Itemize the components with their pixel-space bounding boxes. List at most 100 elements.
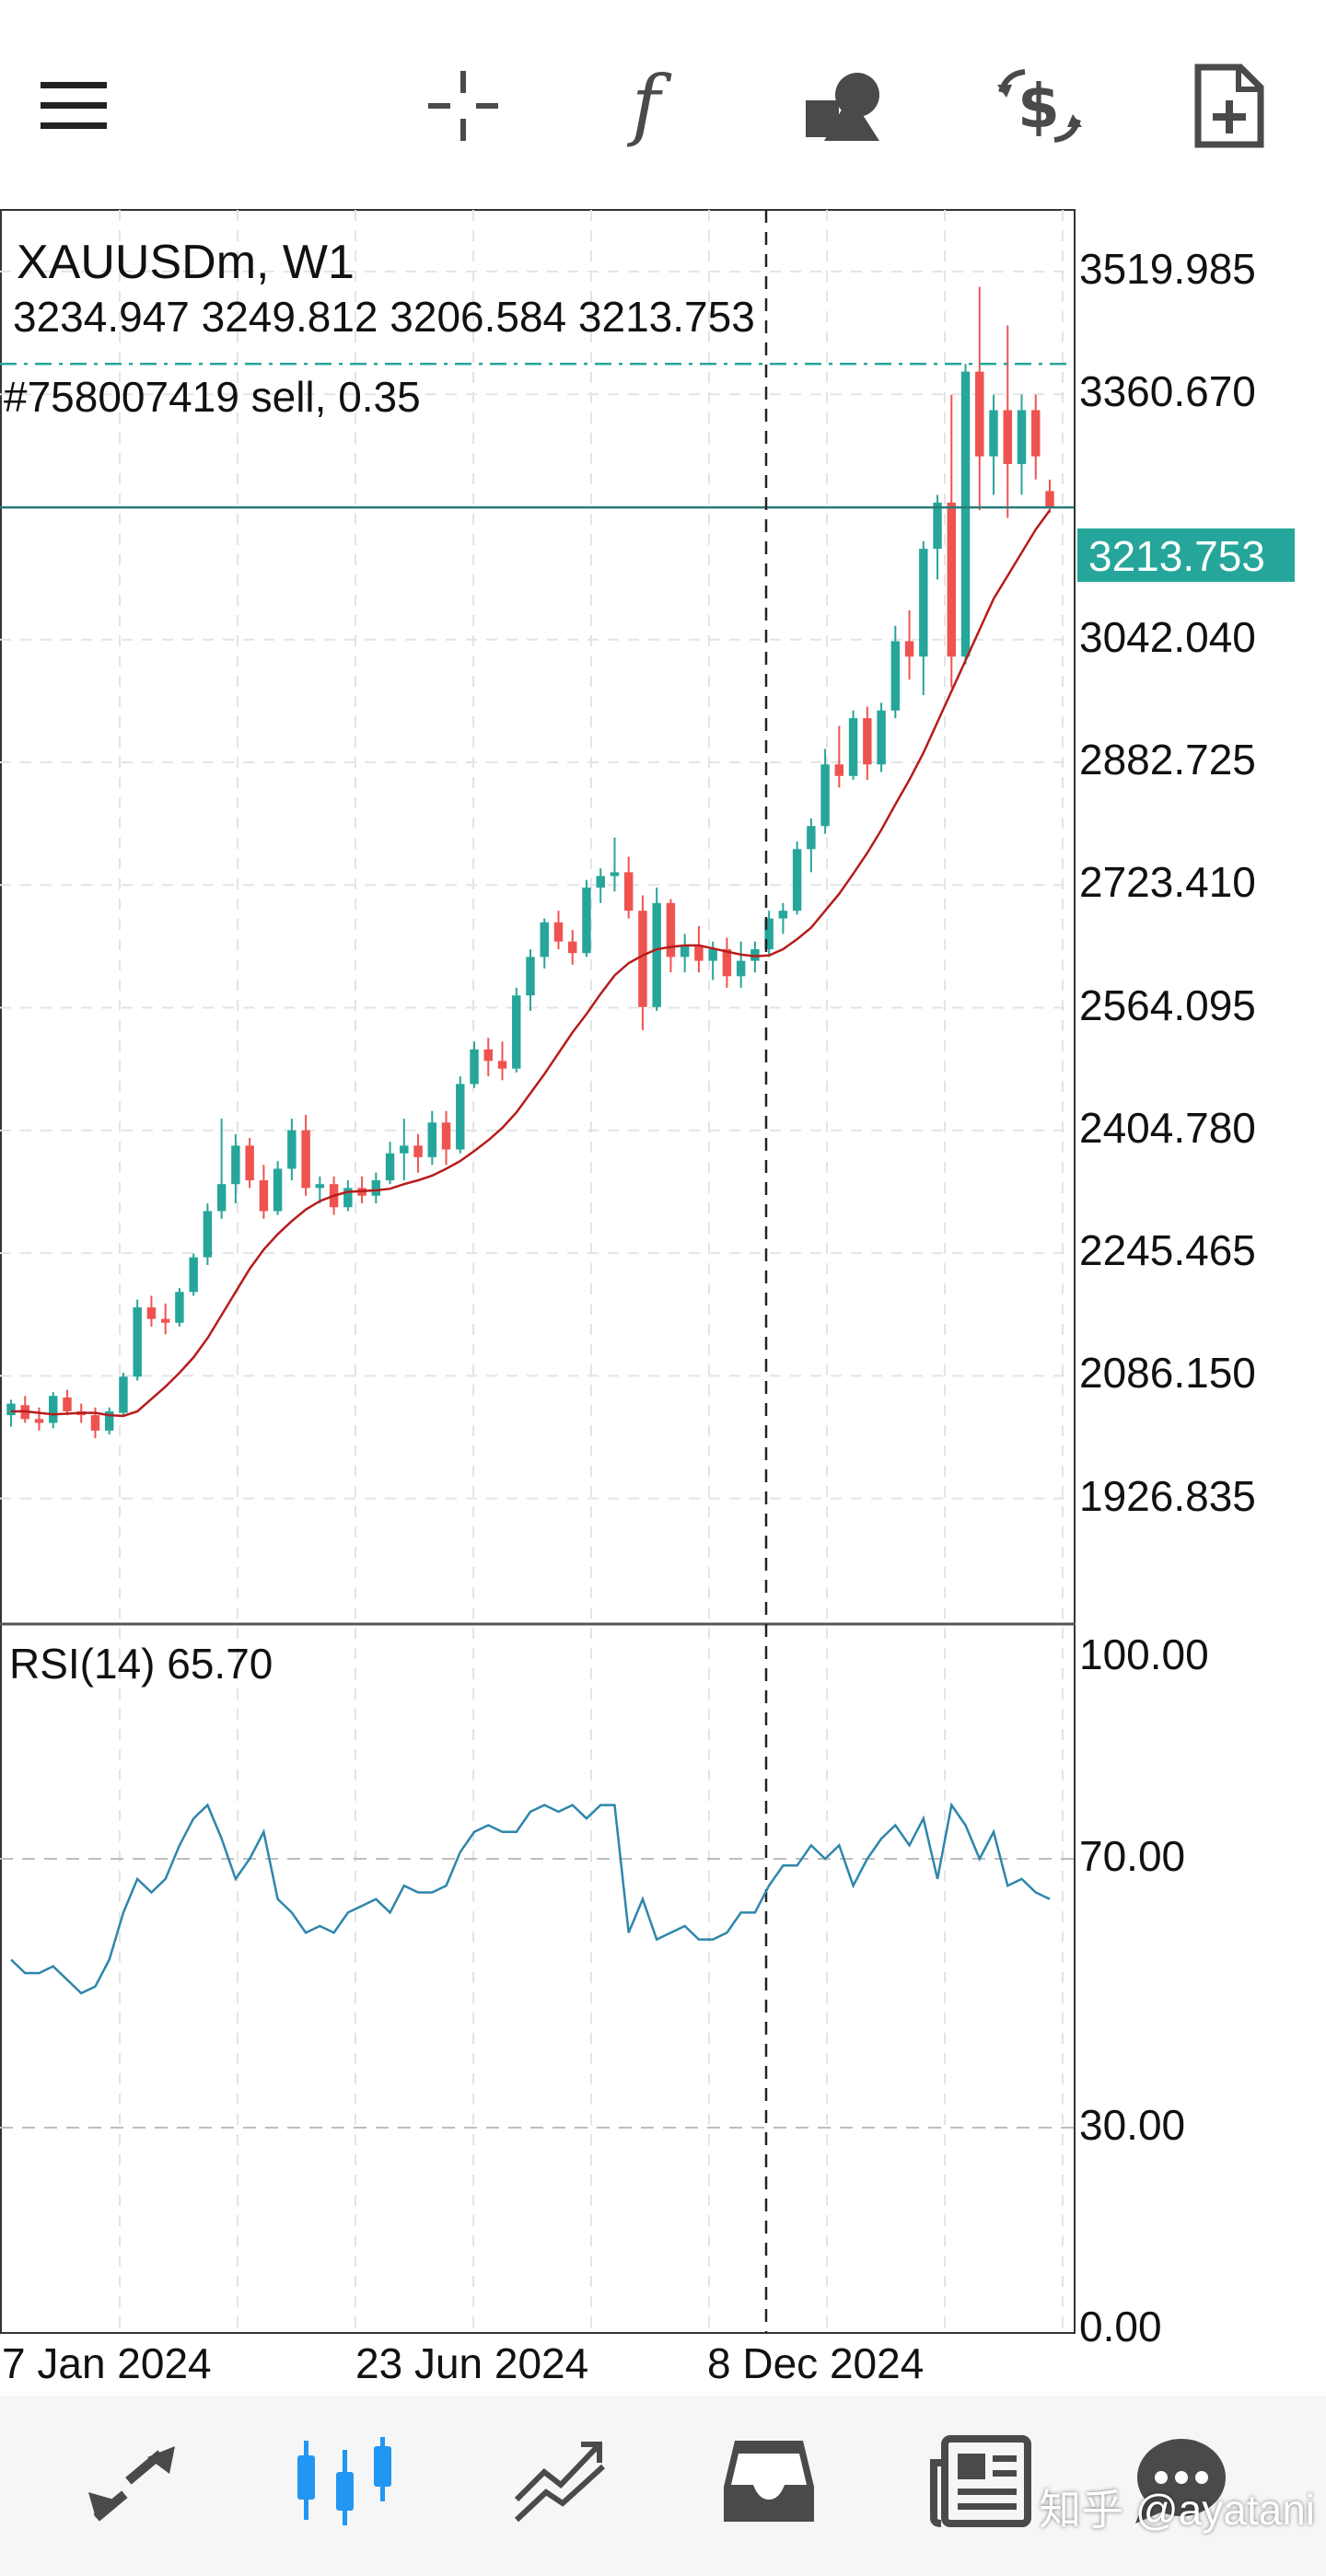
candle-body (750, 949, 760, 961)
candle-body (680, 945, 690, 957)
candle-body (20, 1405, 29, 1420)
add-document-icon (1192, 64, 1266, 148)
candle-body (792, 849, 802, 911)
watermark: 知乎 @ayatani (1039, 2486, 1315, 2534)
price-axis-label: 2245.465 (1079, 1226, 1256, 1275)
candle-body (834, 764, 844, 776)
candlestick-icon (295, 2435, 396, 2532)
candle-body (175, 1292, 184, 1323)
shapes-icon (804, 69, 887, 143)
candle-body (890, 641, 901, 711)
candle-body (778, 911, 788, 919)
svg-text:$: $ (1018, 71, 1060, 142)
candle-body (722, 949, 732, 977)
candle-body (259, 1180, 269, 1212)
candle-body (1017, 410, 1027, 465)
rsi-title: RSI(14) 65.70 (9, 1640, 273, 1688)
order-label[interactable]: #758007419 sell, 0.35 (4, 373, 421, 421)
candle-body (315, 1184, 325, 1189)
chat-bubble-icon (1128, 2435, 1229, 2532)
candle-body (526, 957, 535, 996)
arrows-diagonal-icon (83, 2435, 184, 2532)
candle-body (652, 902, 661, 1007)
candle-body (919, 549, 928, 657)
top-toolbar: f $ (0, 0, 1326, 210)
function-icon: f (624, 64, 689, 147)
candle-body (638, 911, 647, 1007)
candle-body (104, 1410, 114, 1431)
candle-body (848, 718, 858, 776)
candle-body (119, 1376, 128, 1413)
rsi-axis-label: 70.00 (1079, 1832, 1186, 1880)
candle-body (49, 1396, 58, 1423)
candle-body (343, 1188, 353, 1208)
price-axis-label: 1926.835 (1079, 1471, 1256, 1520)
candle-body (1003, 410, 1012, 465)
nav-news[interactable] (921, 2432, 1041, 2534)
inbox-icon (718, 2435, 820, 2532)
trend-lines-icon (511, 2435, 612, 2532)
candle-body (470, 1049, 479, 1085)
crosshair-icon (425, 67, 502, 145)
rsi-axis-label: 0.00 (1079, 2303, 1162, 2350)
price-axis-label: 3519.985 (1079, 244, 1256, 293)
svg-text:f: f (626, 64, 672, 147)
newspaper-icon (930, 2434, 1031, 2532)
price-axis-label: 2404.780 (1079, 1103, 1256, 1152)
candle-body (357, 1188, 366, 1196)
price-axis-label: 2564.095 (1079, 981, 1256, 1029)
candle-body (34, 1419, 44, 1423)
candle-body (820, 764, 830, 827)
candle-body (596, 876, 605, 888)
nav-history[interactable] (709, 2432, 829, 2534)
candle-body (441, 1122, 451, 1150)
candle-body (904, 641, 914, 657)
chart-frame (0, 209, 1076, 2334)
moving-average-line (11, 509, 1052, 1418)
candle-body (427, 1122, 437, 1157)
candle-body (90, 1415, 100, 1431)
current-price-tag (1077, 528, 1295, 582)
candle-body (708, 949, 717, 961)
dollar-exchange-icon: $ (994, 64, 1086, 147)
candle-body (63, 1397, 72, 1411)
candle-body (694, 945, 704, 961)
price-axis-label: 3360.670 (1079, 367, 1256, 416)
symbol-title: XAUUSDm, W1 (17, 236, 355, 289)
price-axis-label: 2086.150 (1079, 1349, 1256, 1398)
candle-body (400, 1145, 409, 1154)
candle-body (553, 922, 564, 942)
candle-body (989, 410, 998, 457)
candle-body (807, 826, 816, 850)
candle-body (582, 888, 591, 954)
nav-messages[interactable] (1119, 2432, 1239, 2534)
candle-body (947, 502, 957, 657)
nav-chart[interactable] (285, 2432, 405, 2534)
rsi-axis-label: 100.00 (1079, 1630, 1209, 1678)
price-chart[interactable] (0, 0, 1326, 2394)
menu-button[interactable] (23, 55, 124, 157)
candle-body (385, 1153, 395, 1181)
candle-body (933, 502, 942, 550)
candle-body (216, 1184, 227, 1212)
candle-body (497, 1061, 507, 1069)
candle-body (568, 941, 577, 954)
candle-body (273, 1168, 283, 1212)
time-label-2: 23 Jun 2024 (355, 2339, 589, 2387)
templates-button[interactable] (1179, 55, 1280, 157)
candle-body (6, 1403, 16, 1416)
nav-trade[interactable] (502, 2432, 622, 2534)
candle-body (666, 902, 676, 957)
rsi-axis-label: 30.00 (1079, 2101, 1186, 2149)
bottom-navigation (0, 2396, 1326, 2576)
nav-quotes[interactable] (74, 2432, 193, 2534)
crosshair-button[interactable] (413, 55, 514, 157)
candle-body (76, 1410, 86, 1416)
objects-button[interactable] (795, 55, 896, 157)
trade-button[interactable]: $ (989, 55, 1090, 157)
indicators-button[interactable]: f (606, 55, 707, 157)
candle-body (301, 1130, 310, 1189)
candle-body (189, 1257, 198, 1293)
candle-body (231, 1145, 240, 1185)
time-label-1: 7 Jan 2024 (2, 2339, 212, 2387)
